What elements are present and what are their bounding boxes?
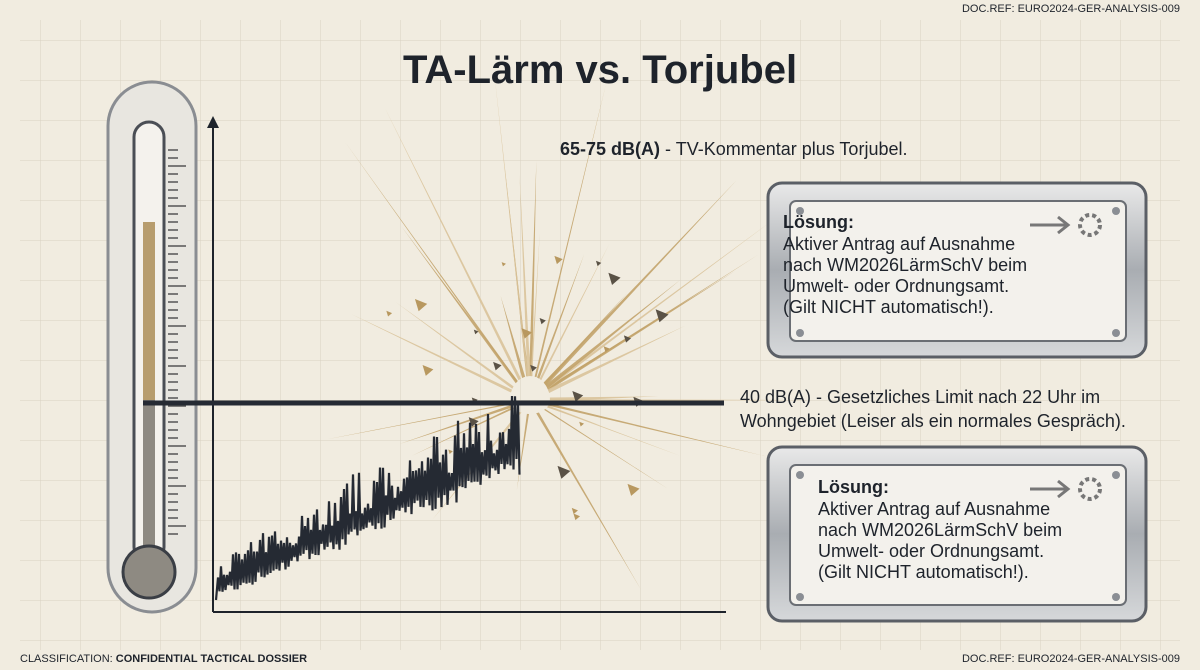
spike bbox=[401, 226, 518, 384]
limit-annotation: Wohngebiet (Leiser als ein normales Gesp… bbox=[740, 411, 1126, 431]
spike bbox=[543, 180, 737, 386]
spike bbox=[530, 231, 540, 377]
limit-annotation: 40 dB(A) - Gesetzliches Limit nach 22 Uh… bbox=[740, 387, 1100, 407]
doc-ref: DOC.REF: EURO2024-GER-ANALYSIS-009 bbox=[962, 3, 1180, 15]
box-line: Aktiver Antrag auf Ausnahme bbox=[818, 499, 1050, 519]
gear-icon bbox=[1078, 477, 1102, 501]
thermometer bbox=[106, 80, 198, 614]
spike bbox=[384, 107, 521, 381]
spike bbox=[539, 243, 610, 381]
spike bbox=[519, 175, 531, 377]
shard bbox=[422, 365, 434, 376]
shard bbox=[623, 335, 632, 343]
box-line: Umwelt- oder Ordnungsamt. bbox=[818, 541, 1044, 561]
rivet bbox=[796, 329, 804, 337]
shard bbox=[521, 328, 532, 339]
shard bbox=[655, 309, 669, 323]
spike bbox=[543, 293, 628, 385]
spike bbox=[494, 75, 529, 377]
shard bbox=[571, 507, 578, 515]
box-line: nach WM2026LärmSchV beim bbox=[818, 520, 1062, 540]
shard bbox=[539, 318, 546, 325]
spike bbox=[548, 403, 766, 457]
spike bbox=[546, 271, 736, 391]
shard bbox=[530, 364, 537, 372]
box-panel bbox=[789, 464, 1127, 606]
shard bbox=[627, 483, 640, 496]
spike bbox=[536, 412, 642, 590]
spike bbox=[546, 223, 769, 389]
peak-level: 65-75 dB(A) bbox=[560, 139, 660, 159]
peak-text: - TV-Kommentar plus Torjubel. bbox=[660, 139, 907, 159]
rivet bbox=[1112, 593, 1120, 601]
limit-text: - Gesetzliches Limit nach 22 Uhr im bbox=[811, 387, 1100, 407]
shard bbox=[414, 298, 428, 312]
spike bbox=[544, 409, 669, 489]
box-heading: Lösung: bbox=[783, 212, 854, 232]
box-line: Umwelt- oder Ordnungsamt. bbox=[783, 276, 1009, 296]
shard bbox=[493, 361, 502, 371]
spike bbox=[547, 405, 602, 426]
shard bbox=[573, 513, 581, 521]
shard bbox=[557, 465, 571, 479]
arrow-icon bbox=[1030, 215, 1071, 235]
shard bbox=[603, 346, 610, 353]
rivet bbox=[1112, 207, 1120, 215]
waveform bbox=[214, 396, 521, 601]
rivet bbox=[796, 207, 804, 215]
limit-level: 40 dB(A) bbox=[740, 387, 811, 407]
arrow-icon bbox=[1030, 479, 1071, 499]
spike bbox=[534, 85, 606, 378]
spike bbox=[399, 404, 513, 445]
rivet bbox=[1112, 329, 1120, 337]
box-heading: Lösung: bbox=[818, 477, 889, 497]
shard bbox=[572, 391, 584, 402]
spike bbox=[351, 314, 512, 393]
shard bbox=[386, 310, 393, 317]
classification: CONFIDENTIAL TACTICAL DOSSIER bbox=[116, 653, 307, 665]
box-line: nach WM2026LärmSchV beim bbox=[783, 255, 1027, 275]
footer-classification: CLASSIFICATION: CONFIDENTIAL TACTICAL DO… bbox=[20, 653, 307, 665]
spike bbox=[547, 325, 686, 393]
spike bbox=[549, 399, 813, 401]
shard bbox=[473, 329, 479, 335]
spike bbox=[395, 302, 514, 389]
shard bbox=[579, 421, 584, 427]
shard bbox=[501, 262, 506, 267]
axis-arrow bbox=[207, 116, 219, 128]
shard bbox=[554, 255, 563, 265]
spike bbox=[345, 142, 518, 383]
footer-doc-ref: DOC.REF: EURO2024-GER-ANALYSIS-009 bbox=[962, 653, 1180, 665]
shard bbox=[595, 260, 602, 267]
spike bbox=[327, 403, 512, 440]
spike bbox=[545, 279, 681, 389]
shard bbox=[468, 417, 479, 428]
title: TA-Lärm vs. Torjubel bbox=[403, 48, 797, 92]
rivet bbox=[796, 593, 804, 601]
gear-icon bbox=[1078, 213, 1102, 237]
rivet bbox=[796, 471, 804, 479]
rivet bbox=[1112, 471, 1120, 479]
box-line: (Gilt NICHT automatisch!). bbox=[818, 562, 1029, 582]
box-line: (Gilt NICHT automatisch!). bbox=[783, 297, 994, 317]
box-line: Aktiver Antrag auf Ausnahme bbox=[783, 234, 1015, 254]
spike bbox=[536, 253, 585, 379]
shard bbox=[448, 449, 453, 455]
spike bbox=[500, 295, 526, 378]
explosion bbox=[327, 75, 813, 590]
spike bbox=[529, 160, 537, 377]
peak-annotation: 65-75 dB(A) - TV-Kommentar plus Torjubel… bbox=[560, 139, 907, 159]
shard bbox=[608, 272, 621, 285]
box-panel bbox=[789, 200, 1127, 342]
classification-label: CLASSIFICATION: bbox=[20, 653, 116, 665]
